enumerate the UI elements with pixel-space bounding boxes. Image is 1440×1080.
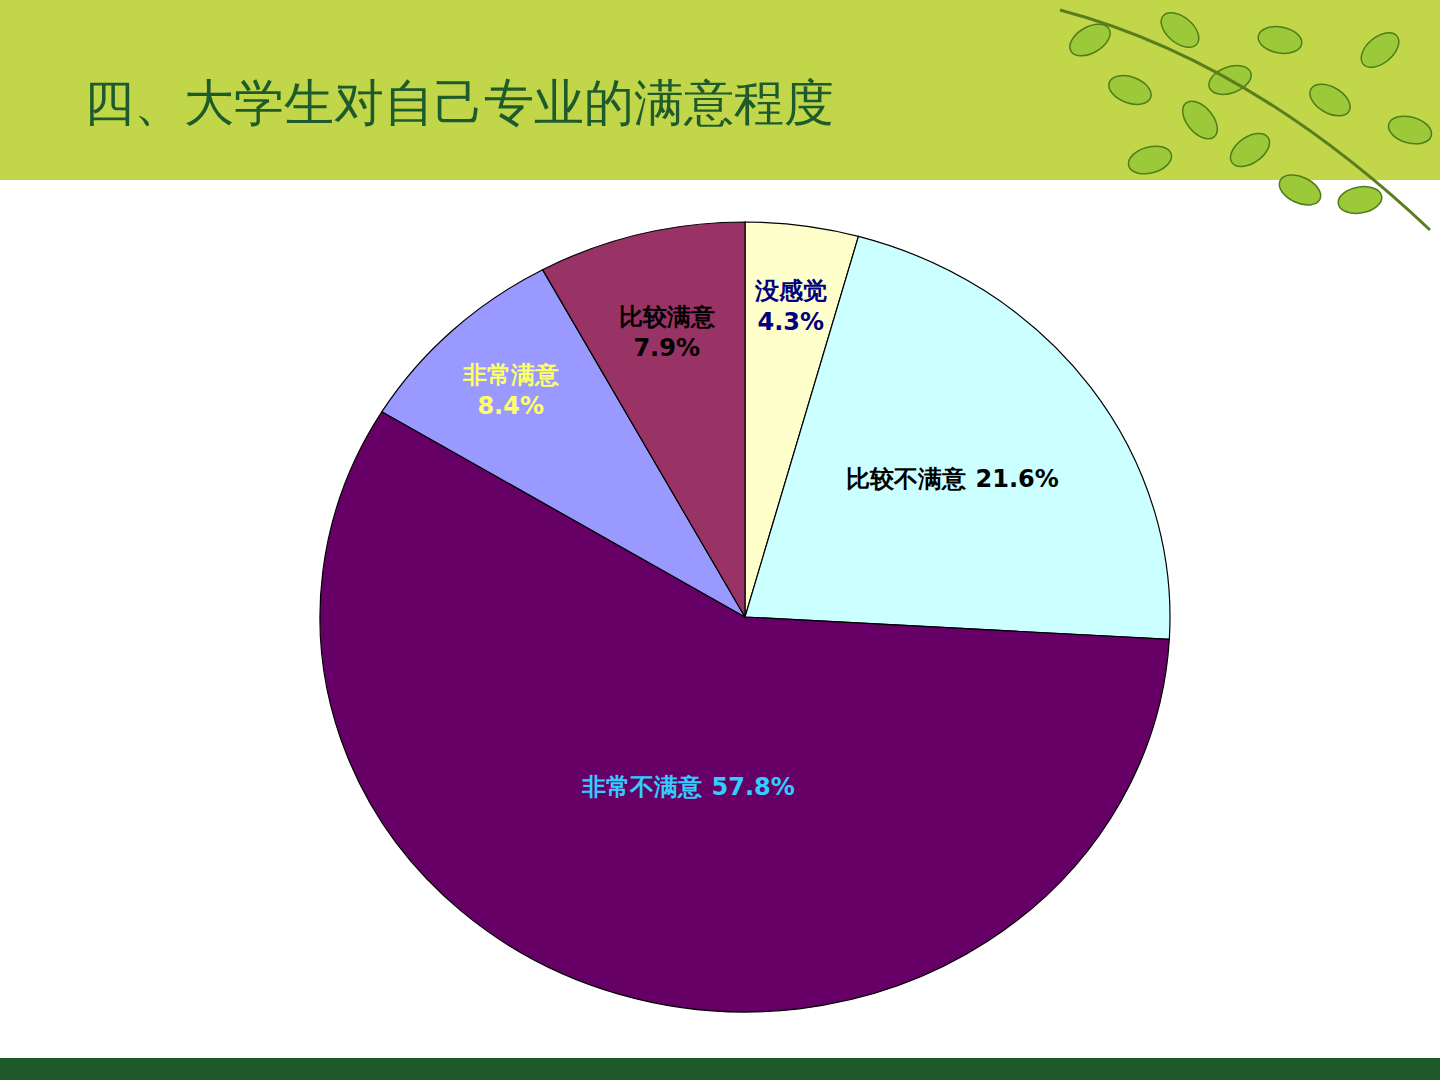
decoration [1060, 6, 1435, 230]
category-label: 非常满意 [462, 361, 560, 389]
slices [320, 222, 1170, 1012]
leaf [1125, 142, 1174, 179]
slide: 四、大学生对自己专业的满意程度 没感觉 4.3% 比较不满意 21.6% 非常不满意 57… [0, 0, 1440, 1080]
value-label: 8.4% [477, 392, 544, 420]
category-label: 非常不满意 [581, 773, 703, 801]
leaf [1275, 169, 1326, 211]
data-label: 非常不满意 57.8% [581, 773, 795, 801]
labels: 没感觉 4.3% 比较不满意 21.6% 非常不满意 57.8% 非常满意 8.4% 比较满意 7… [462, 277, 1059, 801]
pie-chart: 没感觉 4.3% 比较不满意 21.6% 非常不满意 57.8% 非常满意 8.4% 比较满意 7… [0, 0, 1440, 1080]
leaf [1304, 78, 1355, 123]
leaf [1176, 95, 1224, 145]
leaf [1105, 70, 1155, 109]
category-label: 比较满意 [619, 303, 716, 331]
data-label: 比较不满意 21.6% [846, 465, 1059, 493]
value-label: 57.8% [712, 773, 795, 801]
leaf [1225, 127, 1276, 174]
branch [1060, 10, 1430, 230]
leaf [1256, 23, 1304, 56]
value-label: 21.6% [976, 465, 1059, 493]
data-label: 非常满意 8.4% [462, 361, 560, 420]
pie-slice [543, 222, 745, 617]
data-label: 没感觉 4.3% [754, 277, 827, 336]
value-label: 7.9% [633, 334, 700, 362]
data-label: 比较满意 7.9% [619, 303, 716, 362]
value-label: 4.3% [758, 308, 825, 336]
leaf [1385, 112, 1434, 149]
title: 四、大学生对自己专业的满意程度 [84, 70, 834, 137]
leaf [1355, 26, 1405, 74]
pie-slice [745, 236, 1170, 639]
footer-band [0, 1058, 1440, 1080]
leaf [1336, 183, 1384, 216]
category-label: 比较不满意 [846, 465, 967, 493]
category-label: 没感觉 [754, 277, 827, 305]
